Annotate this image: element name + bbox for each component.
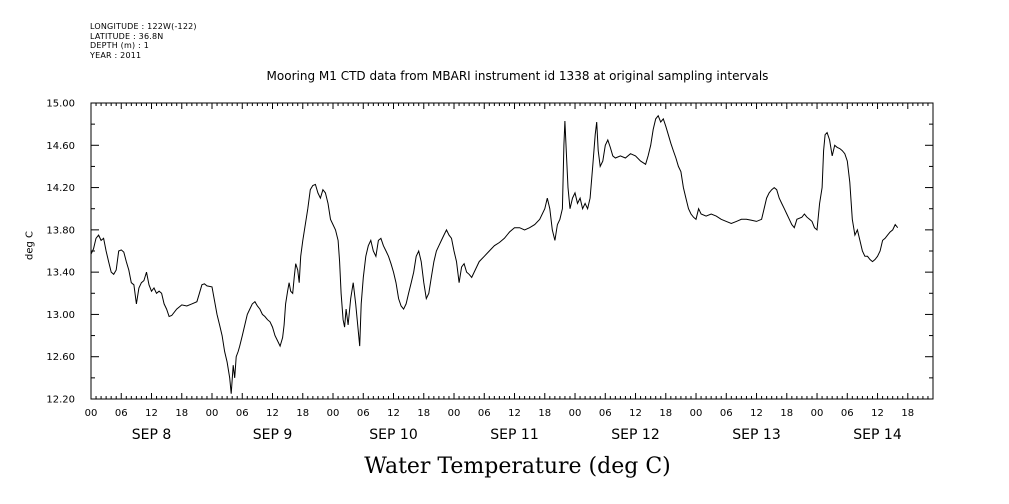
x-hour-label: 18	[175, 408, 188, 419]
x-hour-label: 06	[115, 408, 128, 419]
x-day-label: SEP 13	[732, 427, 780, 443]
y-tick-label: 12.60	[46, 352, 75, 363]
y-tick-label: 13.00	[46, 310, 75, 321]
x-hour-label: 06	[236, 408, 249, 419]
x-hour-label: 06	[599, 408, 612, 419]
y-tick-label: 12.20	[46, 395, 75, 406]
y-tick-label: 13.80	[46, 225, 75, 236]
x-hour-label: 00	[85, 408, 98, 419]
x-hour-label: 00	[690, 408, 703, 419]
x-hour-label: 12	[629, 408, 642, 419]
plot-frame	[90, 102, 934, 400]
x-hour-label: 12	[508, 408, 521, 419]
x-hour-label: 18	[538, 408, 551, 419]
y-tick-label: 15.00	[46, 99, 75, 110]
station-metadata: LONGITUDE : 122W(-122) LATITUDE : 36.8N …	[90, 22, 197, 60]
x-day-label: SEP 14	[853, 427, 902, 443]
x-hour-label: 06	[841, 408, 854, 419]
x-hour-label: 18	[296, 408, 309, 419]
x-hour-label: 00	[811, 408, 824, 419]
x-hour-label: 06	[478, 408, 491, 419]
x-hour-label: 12	[871, 408, 884, 419]
meta-depth: DEPTH (m) : 1	[90, 41, 149, 50]
x-hour-label: 18	[780, 408, 793, 419]
x-hour-label: 18	[659, 408, 672, 419]
x-hour-label: 12	[750, 408, 763, 419]
x-hour-label: 00	[569, 408, 582, 419]
x-hour-label: 06	[357, 408, 370, 419]
x-hour-label: 12	[387, 408, 400, 419]
plot-caption: Water Temperature (deg C)	[364, 454, 671, 479]
meta-latitude: LATITUDE : 36.8N	[90, 31, 164, 41]
x-hour-label: 12	[266, 408, 279, 419]
x-day-label: SEP 12	[611, 427, 659, 443]
tick-marks	[90, 102, 934, 400]
axes	[90, 102, 934, 400]
x-hour-label: 18	[417, 408, 430, 419]
x-day-label: SEP 10	[369, 427, 417, 443]
x-day-label: SEP 9	[253, 427, 293, 443]
meta-longitude: LONGITUDE : 122W(-122)	[90, 22, 197, 31]
x-hour-label: 00	[448, 408, 461, 419]
tick-labels: 12.20 12.60 13.00 13.40 13.80 14.20 14.60 15.00…	[46, 99, 914, 444]
x-hour-label: 12	[145, 408, 158, 419]
y-tick-label: 14.20	[46, 183, 75, 194]
y-tick-label: 14.60	[46, 141, 75, 152]
x-day-label: SEP 11	[490, 427, 538, 443]
x-day-label: SEP 8	[132, 427, 172, 443]
x-hour-label: 06	[720, 408, 733, 419]
x-hour-label: 00	[327, 408, 340, 419]
y-tick-label: 13.40	[46, 268, 75, 279]
x-hour-label: 00	[206, 408, 219, 419]
meta-year: YEAR : 2011	[90, 50, 142, 60]
x-hour-label: 18	[901, 408, 914, 419]
series-line-water-temperature	[90, 114, 899, 394]
chart-title: Mooring M1 CTD data from MBARI instrumen…	[266, 69, 769, 83]
